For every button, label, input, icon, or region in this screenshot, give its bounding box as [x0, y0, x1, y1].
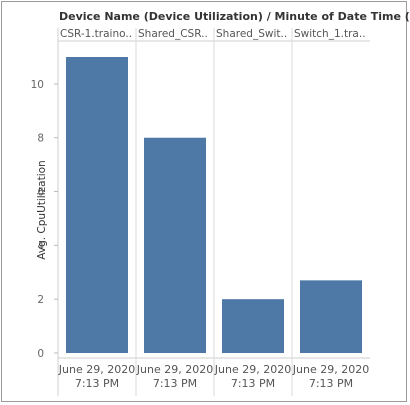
- x-tick-label: 7:13 PM: [153, 377, 197, 390]
- column-header: Switch_1.tra..: [294, 28, 366, 40]
- y-tick-label: 6: [37, 187, 44, 199]
- y-tick-label: 4: [37, 240, 44, 252]
- x-tick-label: 7:13 PM: [309, 377, 353, 390]
- header-title: Device Name (Device Utilization) / Minut…: [59, 10, 410, 23]
- bar[interactable]: [144, 137, 206, 353]
- column-header: Shared_Swit..: [216, 28, 287, 40]
- y-tick-label: 2: [37, 294, 44, 306]
- y-tick-label: 0: [37, 348, 44, 360]
- x-tick-label: 7:13 PM: [231, 377, 275, 390]
- y-axis-label: Avg. CpuUtilization: [36, 160, 48, 259]
- column-header: CSR-1.traino..: [60, 28, 132, 40]
- bar[interactable]: [66, 57, 128, 353]
- bar[interactable]: [222, 299, 284, 353]
- y-tick-label: 8: [37, 133, 44, 145]
- x-tick-label: June 29, 2020: [214, 363, 291, 376]
- x-tick-label: 7:13 PM: [75, 377, 119, 390]
- x-tick-label: June 29, 2020: [58, 363, 135, 376]
- y-tick-label: 10: [31, 79, 44, 91]
- bar[interactable]: [300, 280, 362, 353]
- x-tick-label: June 29, 2020: [292, 363, 369, 376]
- x-tick-label: June 29, 2020: [136, 363, 213, 376]
- column-header: Shared_CSR..: [138, 28, 208, 40]
